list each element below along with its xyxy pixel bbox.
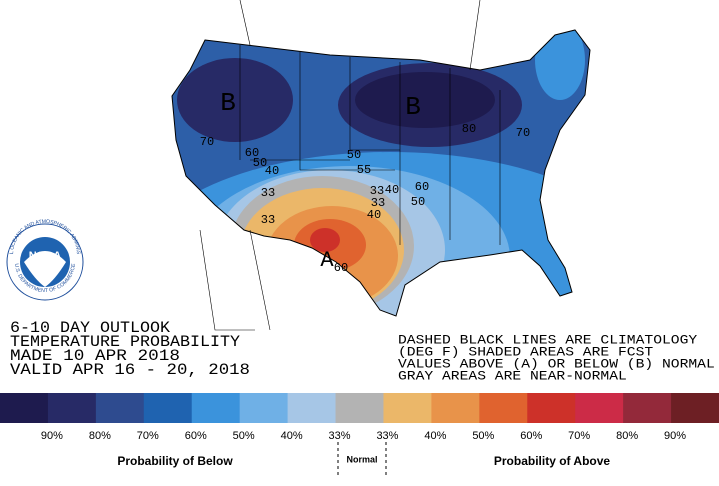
legend-label: 70% [568,430,590,442]
map-label: 50 [253,156,267,170]
logo-ring-top: NATIONAL OCEANIC AND ATMOSPHERIC ADMINIS… [0,0,81,255]
map-label: 55 [357,163,371,177]
map-label: 50 [411,195,425,209]
above-title: Probability of Above [494,454,611,468]
map-label: B [405,92,421,122]
legend-swatch [671,393,719,423]
state-lines [199,0,501,331]
legend-label: 80% [89,430,111,442]
outlook-line: TEMPERATURE PROBABILITY [10,333,240,351]
map-label: B [220,88,236,118]
legend-swatch [575,393,624,423]
legend-label: 40% [281,430,303,442]
legend-swatch [95,393,145,423]
map-label: 33 [370,184,384,198]
map-label: 40 [367,208,381,222]
legend-label: 60% [185,430,207,442]
note-line: GRAY AREAS ARE NEAR-NORMAL [398,368,627,383]
legend-swatch [383,393,432,423]
map-label: 70 [200,135,214,149]
logo-name: NOAA [29,250,61,262]
noaa-logo: NOAA NATIONAL OCEANIC AND ATMOSPHERIC AD… [0,0,84,301]
legend-swatch [431,393,480,423]
outlook-line: 6-10 DAY OUTLOOK [10,319,170,337]
legend-label: 80% [616,430,638,442]
note-line: VALUES ABOVE (A) OR BELOW (B) NORMAL [398,356,715,371]
legend-swatch [623,393,672,423]
legend-label: 70% [137,430,159,442]
legend-swatch [143,393,193,423]
legend-swatch [0,393,49,423]
legend-swatch [239,393,289,423]
legend-swatch [47,393,97,423]
legend-label: 60% [520,430,542,442]
map-label: 70 [516,126,530,140]
legend-swatch [335,393,384,423]
map-label: 33 [261,213,275,227]
map-label: 40 [265,164,279,178]
legend-swatch [479,393,528,423]
map-label: 33 [371,196,385,210]
map-label: A [320,248,334,273]
legend-swatch [527,393,576,423]
note-line: DASHED BLACK LINES ARE CLIMATOLOGY [398,332,697,347]
us-outline [171,29,591,317]
note-line: (DEG F) SHADED AREAS ARE FCST [398,344,653,359]
legend-label: 50% [472,430,494,442]
legend-label: 40% [424,430,446,442]
outlook-line: MADE 10 APR 2018 [10,347,180,365]
legend-label: 50% [233,430,255,442]
outlook-line: VALID APR 16 - 20, 2018 [10,361,250,379]
logo-ring-top-path: NATIONAL OCEANIC AND ATMOSPHERIC ADMINIS… [0,0,81,255]
legend-label: 33% [376,430,398,442]
map-label: 60 [334,261,348,275]
map-label: 33 [261,186,275,200]
legend-swatch [191,393,241,423]
legend-label: 33% [329,430,351,442]
map-label: 80 [462,122,476,136]
map-label: 60 [245,146,259,160]
below-title: Probability of Below [117,454,233,468]
legend-label: 90% [41,430,63,442]
map-label: 40 [385,183,399,197]
map-label: 60 [415,180,429,194]
legend-swatch [287,393,337,423]
map-label: 50 [347,148,361,162]
normal-title: Normal [346,454,377,464]
legend-label: 90% [664,430,686,442]
